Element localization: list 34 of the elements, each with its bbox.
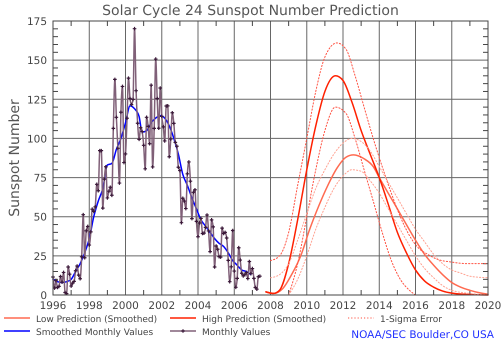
x-tick-label: 2014 (366, 300, 393, 312)
legend-label: 1-Sigma Error (380, 315, 442, 325)
line-series (270, 42, 488, 264)
line-series (270, 138, 488, 278)
legend-label: Low Prediction (Smoothed) (36, 315, 158, 325)
x-tick-label: 2012 (330, 300, 356, 312)
x-tick-label: 2002 (148, 300, 176, 312)
legend-label: Smoothed Monthly Values (36, 328, 154, 338)
chart-title: Solar Cycle 24 Sunspot Number Prediction (102, 3, 399, 19)
legend-label: Monthly Values (202, 328, 271, 338)
line-series (288, 106, 416, 296)
y-tick-label: 25 (34, 250, 47, 263)
y-tick-label: 50 (34, 212, 47, 224)
x-tick-label: 1996 (40, 300, 67, 312)
x-tick-label: 2000 (112, 300, 139, 312)
y-tick-label: 150 (26, 55, 47, 68)
line-series (265, 75, 489, 296)
y-tick-label: 100 (26, 133, 47, 146)
y-tick-label: 75 (34, 172, 47, 185)
text: NOAA/SEC Boulder,CO USA (351, 329, 495, 341)
y-axis-title: Sunspot Number (7, 98, 23, 217)
x-tick-label: 2006 (220, 300, 248, 312)
x-tick-label: 2020 (474, 300, 501, 312)
line-series (52, 105, 252, 284)
legend-label: High Prediction (Smoothed) (202, 315, 326, 325)
x-tick-label: 2018 (438, 300, 466, 312)
x-tick-label: 2010 (293, 300, 320, 312)
x-tick-label: 1998 (76, 300, 103, 312)
y-tick-label: 175 (26, 16, 47, 28)
y-tick-label: 125 (26, 94, 47, 106)
x-tick-label: 2016 (402, 300, 430, 312)
y-tick-label: 0 (40, 290, 47, 302)
x-tick-label: 2008 (257, 300, 284, 312)
x-tick-label: 2004 (184, 300, 212, 312)
